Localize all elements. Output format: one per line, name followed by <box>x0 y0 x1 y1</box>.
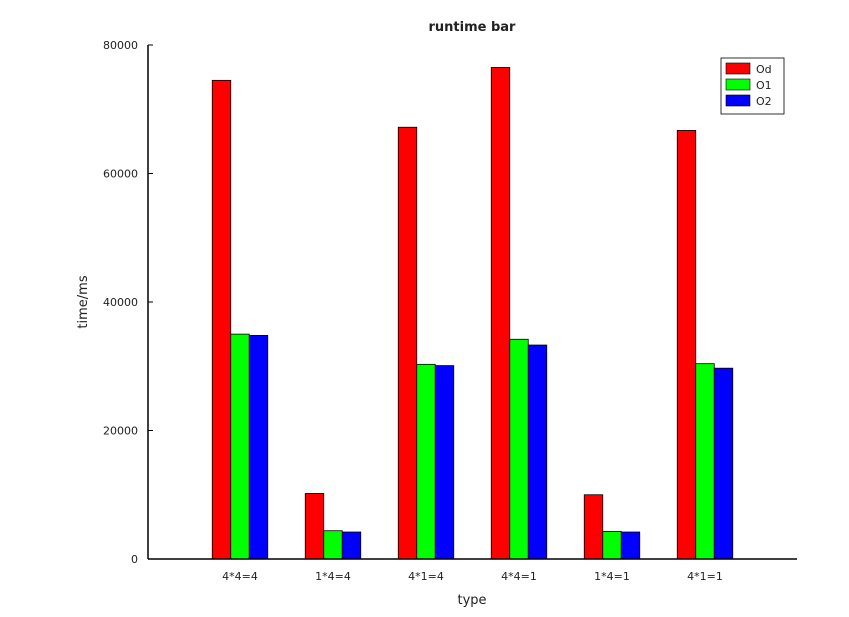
bar-od-2 <box>304 493 325 560</box>
y-tick-label: 80000 <box>103 39 138 52</box>
legend: Od O1 O2 <box>720 57 785 115</box>
bar-o2-1 <box>248 335 269 560</box>
y-tick-label: 60000 <box>103 168 138 181</box>
x-tick-label: 4*4=1 <box>501 570 537 583</box>
x-axis-ticks: 4*4=4 1*4=4 4*1=4 4*4=1 1*4=1 4*1=1 <box>222 554 723 583</box>
x-tick-label: 1*4=1 <box>594 570 630 583</box>
chart-title: runtime bar <box>429 20 517 35</box>
y-axis-label: time/ms <box>76 275 91 328</box>
bar-o1-5 <box>602 530 622 560</box>
bar-od-3 <box>397 126 418 560</box>
bar-od-4 <box>490 67 511 560</box>
bar-series-group <box>211 67 734 560</box>
bar-od-6 <box>676 130 697 560</box>
x-tick-label: 1*4=4 <box>315 570 351 583</box>
bar-o1-2 <box>323 530 343 560</box>
bar-o2-4 <box>527 344 548 560</box>
legend-label-od: Od <box>756 63 772 76</box>
x-tick-label: 4*1=4 <box>408 570 444 583</box>
y-tick-label: 20000 <box>103 425 138 438</box>
bar-o1-6 <box>695 363 715 560</box>
bar-o1-1 <box>230 333 250 560</box>
legend-label-o2: O2 <box>756 95 772 108</box>
bar-od-1 <box>211 79 232 560</box>
y-tick-label: 40000 <box>103 296 138 309</box>
legend-swatch-o2 <box>725 94 751 107</box>
y-tick-label: 0 <box>131 553 138 566</box>
bar-o2-2 <box>341 531 362 560</box>
x-tick-label: 4*1=1 <box>687 570 723 583</box>
bar-o2-5 <box>620 531 641 560</box>
bar-o2-3 <box>434 365 455 560</box>
bar-o1-3 <box>416 363 436 560</box>
bar-od-5 <box>583 494 604 560</box>
legend-swatch-o1 <box>725 78 751 91</box>
x-tick-label: 4*4=4 <box>222 570 258 583</box>
x-axis-label: type <box>457 593 486 608</box>
bar-o1-4 <box>509 338 529 560</box>
y-axis-ticks: 0 20000 40000 60000 80000 <box>103 39 153 566</box>
bar-o2-6 <box>713 367 734 560</box>
legend-label-o1: O1 <box>756 79 772 92</box>
legend-swatch-od <box>725 62 751 75</box>
